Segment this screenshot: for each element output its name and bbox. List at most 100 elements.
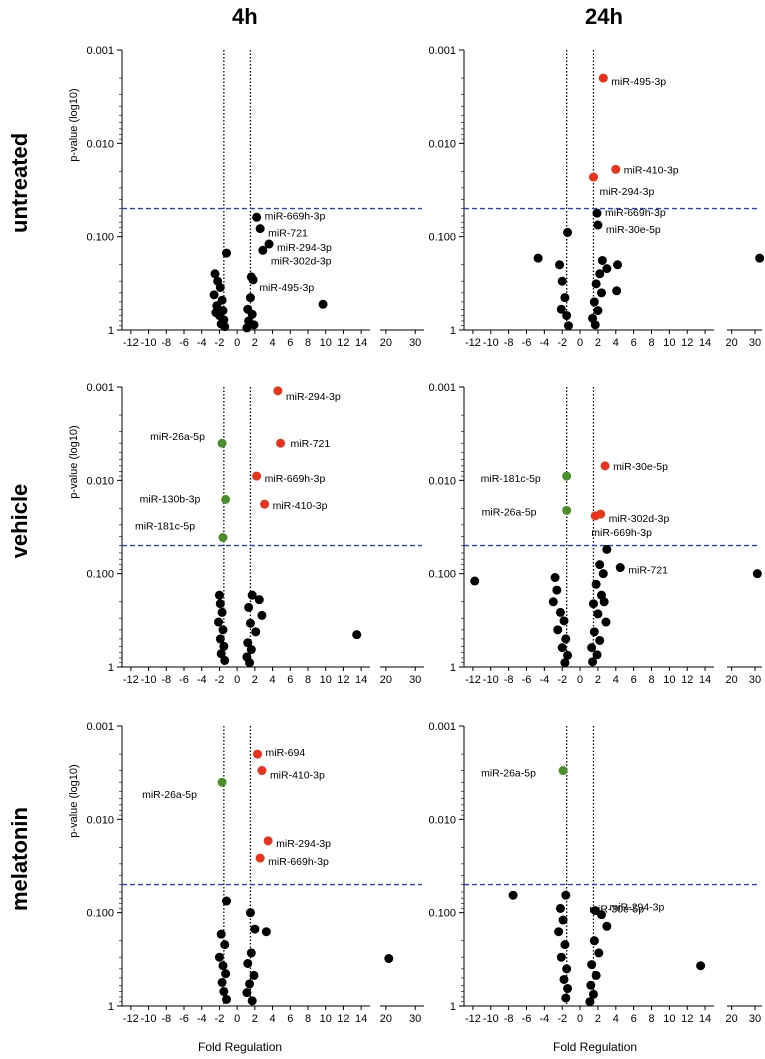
data-point — [220, 940, 230, 950]
data-point — [220, 655, 230, 665]
x-tick-label: 6 — [287, 1013, 293, 1025]
x-tick-label: 2 — [595, 674, 601, 686]
y-tick-label: 0.100 — [428, 232, 456, 244]
data-point — [548, 597, 558, 607]
y-tick-label: 0.001 — [86, 721, 114, 733]
point-label: miR-410-3p — [270, 770, 325, 782]
x-tick-label: 2 — [595, 1013, 601, 1025]
x-tick-label: 12 — [337, 1013, 349, 1025]
column-title-4h: 4h — [232, 4, 258, 29]
x-tick-label: 6 — [287, 337, 293, 349]
point-label: miR-410-3p — [624, 164, 679, 176]
data-point — [215, 282, 225, 292]
point-label: miR-669h-3p — [265, 473, 326, 485]
data-point-miR-26a-5p — [217, 777, 227, 787]
x-axis-label-4h: Fold Regulation — [198, 1040, 283, 1054]
data-point — [247, 590, 257, 600]
data-point — [563, 227, 573, 237]
x-tick-label: -2 — [557, 1013, 567, 1025]
data-point — [384, 954, 394, 964]
data-point — [245, 908, 255, 918]
data-point — [752, 569, 762, 579]
y-tick-label: 0.001 — [428, 382, 456, 394]
x-tick-label: 14 — [355, 1013, 367, 1025]
x-tick-label: 14 — [355, 337, 367, 349]
x-tick-label: 30 — [409, 1013, 421, 1025]
x-tick-label: 20 — [726, 337, 738, 349]
data-point-miR-26a-5p — [217, 438, 227, 448]
x-tick-label: 12 — [681, 337, 693, 349]
x-tick-label: -8 — [161, 674, 171, 686]
x-tick-label: 10 — [320, 1013, 332, 1025]
data-point — [243, 638, 253, 648]
data-point — [559, 616, 569, 626]
data-point-miR-294-3p — [597, 910, 606, 920]
point-label: miR-181c-5p — [135, 521, 195, 533]
x-tick-label: -6 — [522, 674, 532, 686]
x-tick-label: -4 — [197, 337, 207, 349]
x-tick-label: -12 — [465, 337, 481, 349]
data-point — [591, 279, 601, 289]
data-point — [602, 544, 612, 554]
data-point — [218, 625, 228, 635]
data-point-miR-721 — [615, 563, 625, 573]
data-point — [251, 627, 261, 637]
x-tick-label: -6 — [522, 337, 532, 349]
data-point — [592, 650, 602, 660]
data-point — [598, 569, 608, 579]
data-point — [215, 599, 225, 609]
panel-melatonin-24h: 0.001 0.010 0.100 1 -12 -10 -8 -6 -4 -2 0 2 4 6 8 10 12 1… — [428, 721, 762, 1025]
point-label: miR-721 — [291, 438, 331, 450]
data-point — [560, 293, 570, 303]
data-point-miR-694 — [253, 749, 263, 759]
x-tick-label: 12 — [681, 674, 693, 686]
y-tick-label: 0.100 — [86, 908, 114, 920]
x-tick-label: 10 — [663, 337, 675, 349]
y-tick-label: 1 — [108, 662, 114, 674]
x-tick-label: 4 — [613, 337, 619, 349]
panel-vehicle-24h: 0.001 0.010 0.100 1 -12 -10 -8 -6 -4 -2 0 2 4 6 8 10 12 1… — [428, 382, 762, 686]
point-label: miR-26a-5p — [150, 431, 205, 443]
x-tick-label: 30 — [749, 337, 761, 349]
x-tick-label: -8 — [504, 337, 514, 349]
data-point-miR-721 — [255, 224, 265, 234]
x-tick-label: -6 — [179, 674, 189, 686]
x-tick-label: 20 — [380, 337, 392, 349]
data-point — [557, 643, 567, 653]
data-point — [588, 599, 598, 609]
data-point — [352, 630, 362, 640]
x-tick-label: -4 — [539, 674, 549, 686]
data-point — [249, 320, 259, 330]
data-point — [612, 286, 622, 296]
data-point — [257, 610, 267, 620]
point-label: miR-26a-5p — [481, 768, 536, 780]
data-point-miR-721 — [276, 438, 286, 448]
data-point — [244, 602, 254, 612]
x-tick-label: -8 — [161, 337, 171, 349]
x-tick-label: -2 — [557, 674, 567, 686]
data-point — [599, 597, 609, 607]
y-tick-label: 0.001 — [428, 721, 456, 733]
x-tick-label: -8 — [504, 674, 514, 686]
y-tick-label: 0.010 — [428, 475, 456, 487]
data-point — [552, 585, 562, 595]
data-point — [209, 290, 219, 300]
x-tick-label: 2 — [252, 674, 258, 686]
data-point — [245, 658, 255, 668]
point-label: miR-669h-3p — [265, 210, 326, 222]
x-tick-label: 20 — [726, 1013, 738, 1025]
data-point — [242, 323, 252, 333]
data-point — [590, 320, 600, 330]
y-axis-label: p-value (log10) — [68, 764, 80, 837]
data-point-miR-26a-5p — [558, 766, 568, 776]
x-tick-label: -10 — [483, 674, 499, 686]
x-tick-label: -6 — [179, 1013, 189, 1025]
x-tick-label: -4 — [539, 337, 549, 349]
x-tick-label: 4 — [270, 337, 276, 349]
point-label: miR-669h-3p — [268, 856, 329, 868]
point-label: miR-181c-5p — [481, 473, 541, 485]
data-point — [601, 617, 611, 627]
x-tick-label: -10 — [141, 1013, 157, 1025]
